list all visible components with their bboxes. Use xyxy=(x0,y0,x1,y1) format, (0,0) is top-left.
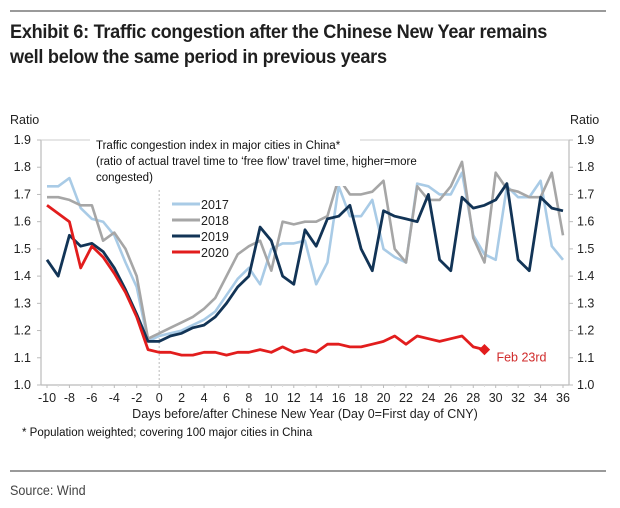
x-tick-label: 34 xyxy=(534,391,548,405)
x-tick-label: 16 xyxy=(332,391,346,405)
x-tick-label: -4 xyxy=(109,391,120,405)
y-axis-right-label: Ratio xyxy=(570,113,599,127)
chart-subtitle-line-3: congested) xyxy=(96,172,153,184)
x-tick-label: 30 xyxy=(489,391,503,405)
y-tick-label-left: 1.5 xyxy=(14,242,31,256)
y-tick-label-left: 1.7 xyxy=(14,187,31,201)
x-tick-label: 8 xyxy=(245,391,252,405)
legend-label-2020: 2020 xyxy=(201,246,229,260)
y-tick-label-left: 1.3 xyxy=(14,296,31,310)
x-axis-label: Days before/after Chinese New Year (Day … xyxy=(132,407,478,421)
x-tick-label: 14 xyxy=(309,391,323,405)
series-lines xyxy=(45,160,565,357)
x-tick-label: 36 xyxy=(556,391,570,405)
y-tick-label-left: 1.2 xyxy=(14,324,31,338)
series-line-2020 xyxy=(46,204,485,357)
x-tick-label: 0 xyxy=(156,391,163,405)
x-tick-label: 4 xyxy=(201,391,208,405)
chart-subtitle-line-1: Traffic congestion index in major cities… xyxy=(96,140,341,152)
y-tick-label-left: 1.4 xyxy=(14,269,31,283)
x-tick-label: 22 xyxy=(399,391,413,405)
y-tick-label-right: 1.0 xyxy=(577,378,594,392)
y-tick-label-right: 1.9 xyxy=(577,133,594,147)
x-tick-label: -2 xyxy=(131,391,142,405)
source-note: Source: Wind xyxy=(10,482,86,498)
y-tick-label-right: 1.4 xyxy=(577,269,594,283)
y-tick-label-right: 1.2 xyxy=(577,324,594,338)
y-tick-label-left: 1.8 xyxy=(14,160,31,174)
x-tick-label: 10 xyxy=(264,391,278,405)
x-tick-label: -6 xyxy=(86,391,97,405)
x-tick-label: 20 xyxy=(377,391,391,405)
annotation-feb-23rd: Feb 23rd xyxy=(496,351,546,365)
x-tick-label: -10 xyxy=(38,391,56,405)
x-tick-label: 32 xyxy=(511,391,525,405)
x-tick-label: 18 xyxy=(354,391,368,405)
x-tick-label: 26 xyxy=(444,391,458,405)
legend-label-2017: 2017 xyxy=(201,198,229,212)
x-tick-label: 12 xyxy=(287,391,301,405)
x-tick-label: 28 xyxy=(466,391,480,405)
y-tick-label-right: 1.8 xyxy=(577,160,594,174)
y-tick-label-left: 1.6 xyxy=(14,215,31,229)
x-tick-label: 2 xyxy=(178,391,185,405)
annotation-diamond-marker xyxy=(478,343,491,356)
y-tick-label-right: 1.1 xyxy=(577,351,594,365)
y-axis-left-label: Ratio xyxy=(10,113,39,127)
y-tick-label-left: 1.9 xyxy=(14,133,31,147)
x-tick-label: 6 xyxy=(223,391,230,405)
y-tick-label-left: 1.1 xyxy=(14,351,31,365)
x-tick-label: 24 xyxy=(421,391,435,405)
y-tick-label-right: 1.5 xyxy=(577,242,594,256)
y-tick-label-left: 1.0 xyxy=(14,378,31,392)
legend-label-2019: 2019 xyxy=(201,230,229,244)
axes: 1.0 1.0 1.1 1.1 1.2 1.2 1.3 1.3 1.4 1.4 1.5 1.5 1.6 1… xyxy=(14,133,595,405)
legend: 2017 2018 2019 2020 xyxy=(172,198,229,260)
chart: 1.0 1.0 1.1 1.1 1.2 1.2 1.3 1.3 1.4 1.4 1.5 1.5 1.6 1… xyxy=(10,113,599,439)
y-tick-label-right: 1.7 xyxy=(577,187,594,201)
top-rule xyxy=(10,10,606,12)
chart-subtitle-line-2: (ratio of actual travel time to ‘free fl… xyxy=(96,156,417,168)
x-tick-label: -8 xyxy=(64,391,75,405)
y-tick-label-right: 1.3 xyxy=(577,296,594,310)
series-line-2017 xyxy=(47,171,565,343)
legend-label-2018: 2018 xyxy=(201,214,229,228)
bottom-rule xyxy=(10,470,606,472)
exhibit-title: Exhibit 6: Traffic congestion after the … xyxy=(10,21,548,68)
series-line-2018 xyxy=(47,160,565,341)
footnote: * Population weighted; covering 100 majo… xyxy=(22,427,313,439)
y-tick-label-right: 1.6 xyxy=(577,215,594,229)
subtitle-backdrop xyxy=(90,130,360,186)
